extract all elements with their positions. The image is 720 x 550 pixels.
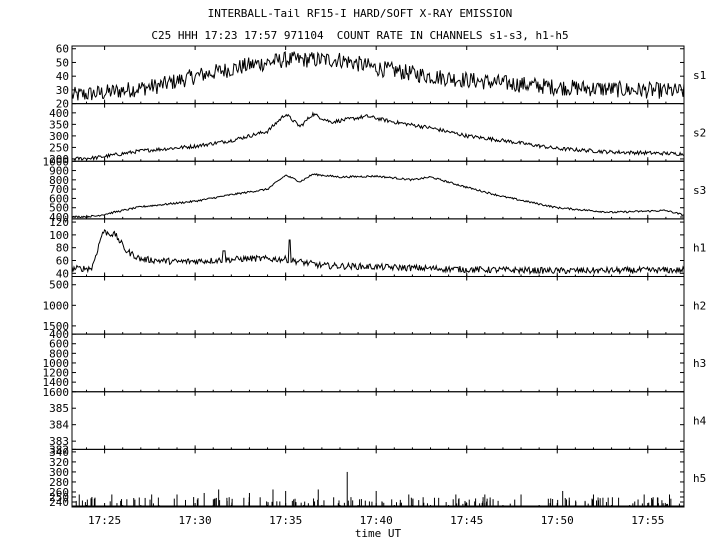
channel-label: s1 <box>693 69 706 82</box>
y-tick-label: 500 <box>49 279 69 292</box>
y-tick-label: 700 <box>49 183 69 196</box>
y-tick-label: 240 <box>49 496 69 509</box>
y-tick-label: 900 <box>49 165 69 178</box>
x-tick-label: 17:35 <box>269 514 302 527</box>
y-tick-label: 250 <box>49 141 69 154</box>
channel-label: h2 <box>693 299 706 312</box>
channel-label: s2 <box>693 126 706 139</box>
y-tick-label: 120 <box>49 216 69 229</box>
chart-title: INTERBALL-Tail RF15-I HARD/SOFT X-RAY EM… <box>207 7 513 20</box>
series-line-s3 <box>71 172 685 219</box>
y-tick-label: 260 <box>49 486 69 499</box>
y-tick-label: 1000 <box>43 155 70 168</box>
channel-label: h3 <box>693 357 706 370</box>
y-tick-label: 40 <box>56 267 69 280</box>
y-tick-label: 600 <box>49 192 69 205</box>
chart-subtitle: C25 HHH 17:23 17:57 971104 COUNT RATE IN… <box>151 29 569 42</box>
y-tick-label: 384 <box>49 419 69 432</box>
x-tick-label: 17:40 <box>360 514 393 527</box>
channel-label: s3 <box>693 184 706 197</box>
channel-label: h1 <box>693 242 706 255</box>
y-tick-label: 350 <box>49 118 69 131</box>
x-tick-label: 17:55 <box>631 514 664 527</box>
panel-frame <box>71 333 685 393</box>
x-tick-label: 17:50 <box>541 514 574 527</box>
channel-label: h4 <box>693 415 707 428</box>
y-tick-label: 20 <box>56 98 69 111</box>
panel-h2: 500 1000 1500 h2 <box>43 276 706 335</box>
y-tick-label: 383 <box>49 435 69 448</box>
x-tick-label: 17:30 <box>179 514 212 527</box>
y-tick-label: 400 <box>49 328 69 341</box>
y-tick-label: 300 <box>49 466 69 479</box>
y-tick-label: 800 <box>49 347 69 360</box>
y-tick-label: 200 <box>49 153 69 166</box>
y-tick-label: 1400 <box>43 376 70 389</box>
y-tick-label: 1600 <box>43 386 70 399</box>
y-tick-label: 400 <box>49 211 69 224</box>
x-tick-label: 17:45 <box>450 514 483 527</box>
series-line-s2 <box>71 111 685 162</box>
y-tick-label: 50 <box>56 56 69 69</box>
y-tick-label: 1000 <box>43 357 70 370</box>
y-tick-label: 60 <box>56 254 69 267</box>
y-tick-label: 320 <box>49 456 69 469</box>
y-tick-label: 60 <box>56 43 69 56</box>
channel-label: h5 <box>693 472 706 485</box>
y-tick-label: 100 <box>49 229 69 242</box>
series-line-h1 <box>71 228 685 276</box>
y-tick-label: 800 <box>49 174 69 187</box>
panel-frame <box>71 276 685 335</box>
panel-frame <box>71 448 685 508</box>
y-tick-label: 1000 <box>43 299 70 312</box>
y-tick-label: 500 <box>49 202 69 215</box>
y-tick-label: 30 <box>56 84 69 97</box>
series-line-s1 <box>71 51 685 101</box>
panel-frame <box>71 391 685 450</box>
x-tick-label: 17:25 <box>88 514 121 527</box>
x-axis-label: time UT <box>355 527 402 540</box>
y-tick-label: 382 <box>49 443 69 456</box>
y-tick-label: 1500 <box>43 320 70 333</box>
panel-frame <box>71 103 685 162</box>
y-tick-label: 340 <box>49 446 69 459</box>
y-tick-label: 600 <box>49 338 69 351</box>
y-tick-label: 40 <box>56 70 69 83</box>
y-tick-label: 1200 <box>43 367 70 380</box>
y-tick-label: 400 <box>49 107 69 120</box>
panel-frame <box>71 218 685 277</box>
y-tick-label: 385 <box>49 402 69 415</box>
y-tick-label: 300 <box>49 130 69 143</box>
y-tick-label: 80 <box>56 242 69 255</box>
y-tick-label: 250 <box>49 491 69 504</box>
y-tick-label: 280 <box>49 476 69 489</box>
